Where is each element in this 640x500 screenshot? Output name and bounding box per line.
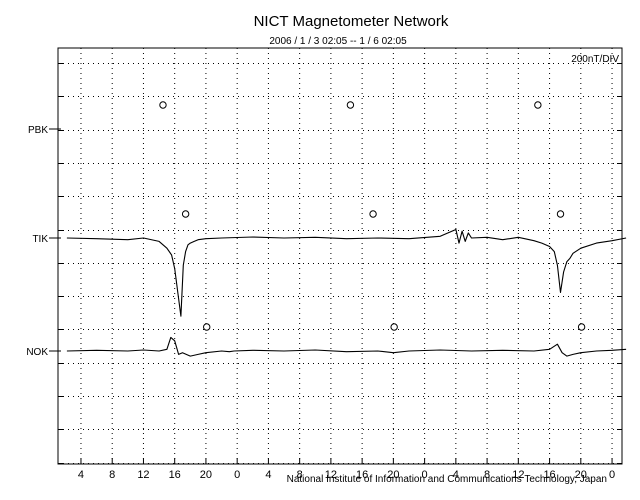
x-tick-label: 12 [137, 469, 149, 481]
axis-ticks [49, 63, 622, 464]
noon-marker-circle [346, 101, 355, 109]
noon-marker-circle [181, 210, 190, 218]
series-line-tik [66, 228, 627, 317]
x-tick-label: 16 [543, 469, 555, 481]
station-label-pbk: PBK [28, 125, 48, 136]
x-tick-label: 20 [575, 469, 587, 481]
noon-marker-circle [577, 323, 586, 331]
noon-marker-circle [556, 210, 565, 218]
noon-markers [159, 101, 586, 331]
x-tick-label: 8 [109, 469, 115, 481]
noon-marker-circle [159, 101, 167, 109]
station-label-nok: NOK [26, 347, 48, 358]
credit-text: National Institute of Information and Co… [287, 474, 607, 485]
x-tick-label: 4 [78, 469, 84, 481]
scale-label: 200nT/DIV [571, 54, 619, 65]
noon-marker-circle [203, 323, 211, 331]
x-tick-label: 8 [484, 469, 490, 481]
x-tick-label: 12 [512, 469, 524, 481]
chart-subtitle: 2006 / 1 / 3 02:05 -- 1 / 6 02:05 [269, 36, 407, 47]
noon-marker-circle [534, 101, 542, 109]
x-tick-label: 0 [609, 469, 615, 481]
noon-marker-circle [390, 323, 398, 331]
axis-labels: 4 8 12 16 20 0 4 8 12 16 20 0 4 8 12 16 20 0 PBK TIK NOK [26, 125, 615, 481]
x-tick-label: 12 [325, 469, 337, 481]
noon-marker-circle [369, 210, 377, 218]
x-tick-label: 0 [422, 469, 428, 481]
x-tick-label: 16 [169, 469, 181, 481]
x-tick-label: 0 [234, 469, 240, 481]
x-tick-label: 4 [453, 469, 459, 481]
plot-frame [57, 47, 623, 465]
x-tick-label: 4 [265, 469, 271, 481]
x-tick-label: 20 [200, 469, 212, 481]
series-lines [66, 228, 627, 357]
grid-lines [58, 48, 622, 464]
chart-title: NICT Magnetometer Network [254, 13, 449, 30]
x-tick-label: 8 [297, 469, 303, 481]
x-tick-label: 20 [387, 469, 399, 481]
x-tick-label: 16 [356, 469, 368, 481]
series-line-nok [66, 336, 627, 357]
station-label-tik: TIK [32, 234, 48, 245]
